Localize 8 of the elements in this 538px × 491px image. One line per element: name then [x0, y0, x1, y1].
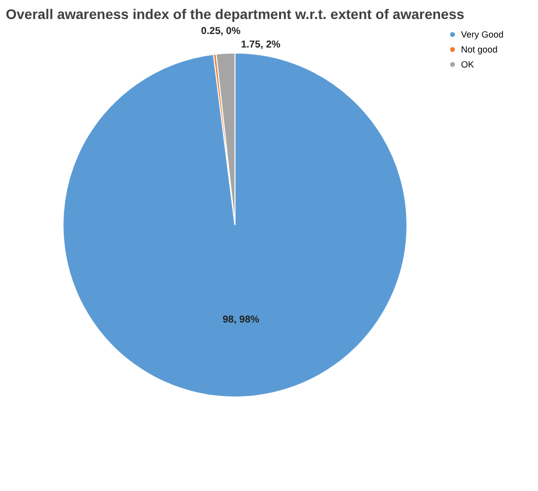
- legend-label: Not good: [461, 44, 498, 54]
- data-label: 1.75, 2%: [240, 39, 281, 50]
- data-label: 98, 98%: [222, 314, 260, 326]
- legend-label: Very Good: [461, 30, 504, 40]
- data-label: 0.25, 0%: [201, 26, 241, 38]
- legend-label: OK: [461, 60, 474, 70]
- chart-title: Overall awareness index of the department w.r.t. extent of awareness: [6, 6, 464, 22]
- pie-slice: [62, 52, 408, 398]
